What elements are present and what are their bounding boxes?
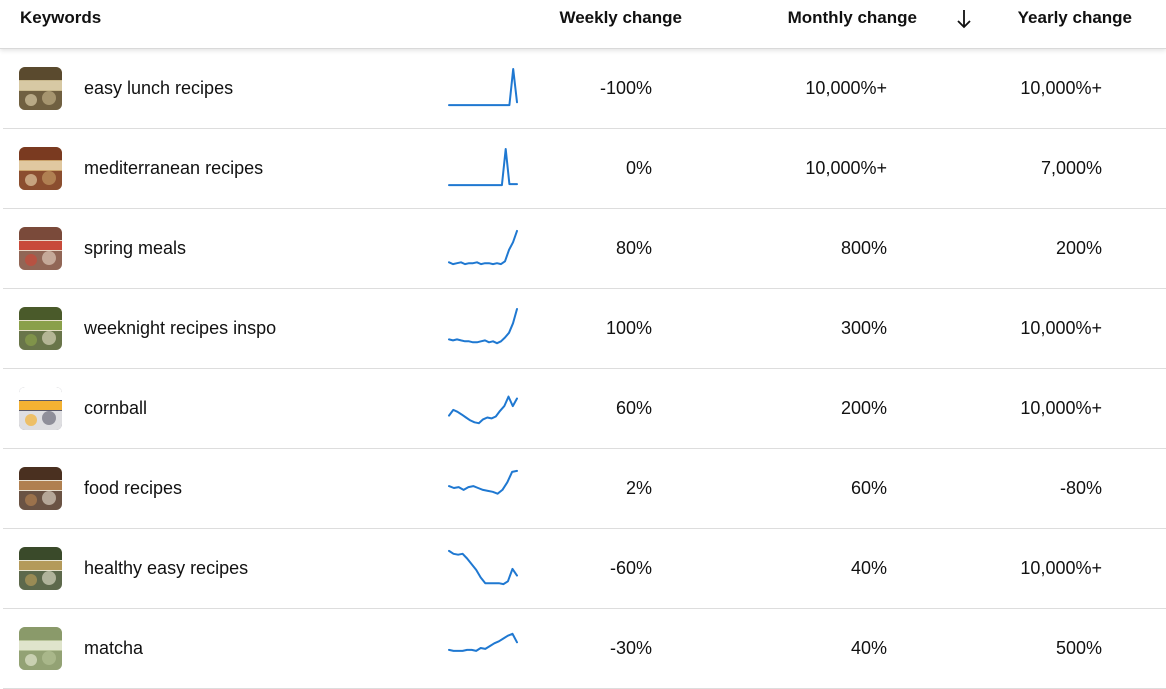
table-row[interactable]: cornball 60% 200% 10,000%+ bbox=[3, 369, 1166, 449]
table-row[interactable]: healthy easy recipes -60% 40% 10,000%+ bbox=[3, 529, 1166, 609]
table-row[interactable]: food recipes 2% 60% -80% bbox=[3, 449, 1166, 529]
table-row[interactable]: spring meals 80% 800% 200% bbox=[3, 209, 1166, 289]
table-row[interactable]: easy lunch recipes -100% 10,000%+ 10,000%+ bbox=[3, 49, 1166, 129]
weekly-change-value: 100% bbox=[605, 318, 652, 338]
keyword-thumbnail bbox=[19, 147, 62, 190]
table-row[interactable]: matcha -30% 40% 500% bbox=[3, 609, 1166, 689]
weekly-change-value: -30% bbox=[609, 638, 652, 658]
monthly-change-value: 40% bbox=[850, 558, 887, 578]
weekly-change-value: 0% bbox=[625, 158, 652, 178]
trend-line bbox=[448, 549, 518, 586]
monthly-change-value: 10,000%+ bbox=[805, 78, 887, 98]
trend-line bbox=[448, 469, 518, 495]
weekly-change-value: -100% bbox=[599, 78, 652, 98]
keyword-label[interactable]: cornball bbox=[84, 398, 148, 418]
keyword-label[interactable]: matcha bbox=[84, 638, 144, 658]
keyword-thumbnail bbox=[19, 67, 62, 110]
weekly-change-value: 60% bbox=[615, 398, 652, 418]
trend-sparkline bbox=[447, 467, 519, 509]
monthly-change-value: 800% bbox=[840, 238, 887, 258]
keyword-thumbnail bbox=[19, 547, 62, 590]
yearly-change-value: 10,000%+ bbox=[1020, 78, 1102, 98]
header-yearly-change[interactable]: Yearly change bbox=[1017, 8, 1132, 27]
keyword-label[interactable]: easy lunch recipes bbox=[84, 78, 234, 98]
weekly-change-value: 80% bbox=[615, 238, 652, 258]
monthly-change-value: 300% bbox=[840, 318, 887, 338]
monthly-change-value: 10,000%+ bbox=[805, 158, 887, 178]
trend-sparkline bbox=[447, 627, 519, 669]
keyword-thumbnail bbox=[19, 307, 62, 350]
header-keywords[interactable]: Keywords bbox=[20, 8, 102, 27]
weekly-change-value: 2% bbox=[625, 478, 652, 498]
keyword-thumbnail bbox=[19, 627, 62, 670]
yearly-change-value: -80% bbox=[1059, 478, 1102, 498]
trend-sparkline bbox=[447, 387, 519, 429]
trend-line bbox=[448, 68, 518, 107]
monthly-change-value: 60% bbox=[850, 478, 887, 498]
trend-sparkline bbox=[447, 67, 519, 109]
yearly-change-value: 200% bbox=[1055, 238, 1102, 258]
yearly-change-value: 7,000% bbox=[1040, 158, 1102, 178]
trend-line bbox=[448, 395, 518, 425]
keyword-thumbnail bbox=[19, 387, 62, 430]
keyword-label[interactable]: weeknight recipes inspo bbox=[84, 318, 277, 338]
trend-sparkline bbox=[447, 227, 519, 269]
yearly-change-value: 500% bbox=[1055, 638, 1102, 658]
trend-sparkline bbox=[447, 547, 519, 589]
weekly-change-value: -60% bbox=[609, 558, 652, 578]
trend-line bbox=[448, 229, 518, 266]
arrow-down-icon[interactable] bbox=[953, 6, 975, 32]
table-row[interactable]: weeknight recipes inspo 100% 300% 10,000%+ bbox=[3, 289, 1166, 369]
table-header: Keywords Weekly change Monthly change Ye… bbox=[0, 0, 1166, 49]
keyword-label[interactable]: mediterranean recipes bbox=[84, 158, 264, 178]
keyword-label[interactable]: food recipes bbox=[84, 478, 183, 498]
header-weekly-change[interactable]: Weekly change bbox=[559, 8, 682, 27]
monthly-change-value: 40% bbox=[850, 638, 887, 658]
trend-line bbox=[448, 632, 518, 652]
header-monthly-change[interactable]: Monthly change bbox=[787, 8, 917, 27]
trend-line bbox=[448, 308, 518, 345]
yearly-change-value: 10,000%+ bbox=[1020, 398, 1102, 418]
trend-sparkline bbox=[447, 307, 519, 349]
keyword-label[interactable]: spring meals bbox=[84, 238, 187, 258]
trend-line bbox=[448, 148, 518, 187]
yearly-change-value: 10,000%+ bbox=[1020, 318, 1102, 338]
yearly-change-value: 10,000%+ bbox=[1020, 558, 1102, 578]
trend-sparkline bbox=[447, 147, 519, 189]
monthly-change-value: 200% bbox=[840, 398, 887, 418]
table-row[interactable]: mediterranean recipes 0% 10,000%+ 7,000% bbox=[3, 129, 1166, 209]
keyword-thumbnail bbox=[19, 227, 62, 270]
keyword-label[interactable]: healthy easy recipes bbox=[84, 558, 249, 578]
keyword-thumbnail bbox=[19, 467, 62, 510]
